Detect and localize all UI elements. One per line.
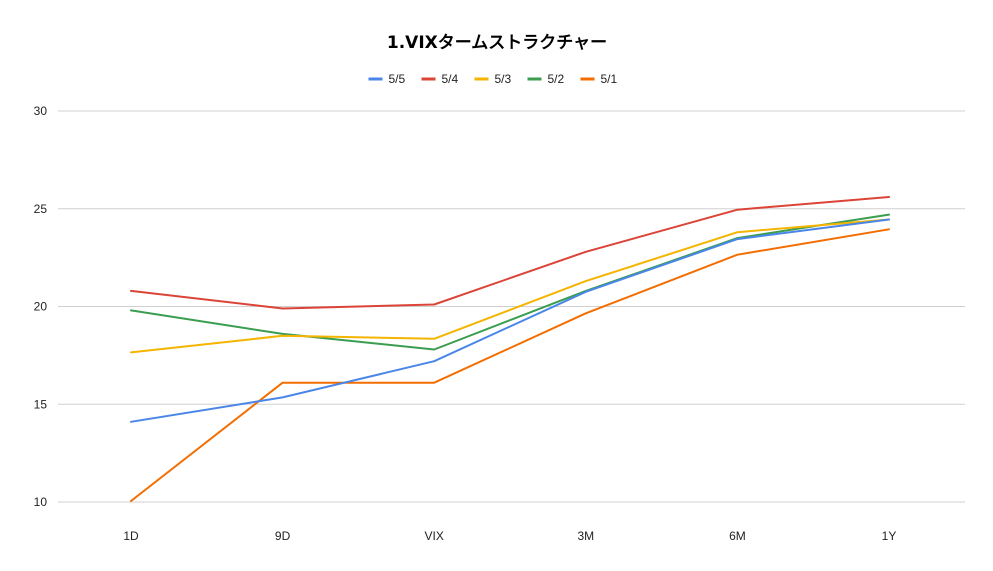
- series-line-5-5: [130, 218, 890, 423]
- y-tick-label: 15: [34, 397, 48, 411]
- legend-label: 5/1: [601, 72, 618, 86]
- y-axis-ticks: 10 15 20 25 30: [34, 104, 48, 509]
- gridlines: [58, 110, 965, 503]
- series-line-5-1: [130, 228, 890, 502]
- y-tick-label: 25: [34, 202, 48, 216]
- x-tick-label: VIX: [425, 529, 444, 543]
- series-lines: [130, 196, 890, 502]
- y-tick-label: 10: [34, 495, 48, 509]
- x-tick-label: 6M: [729, 529, 746, 543]
- y-tick-label: 30: [34, 104, 48, 118]
- y-tick-label: 20: [34, 300, 48, 314]
- x-tick-label: 1Y: [882, 529, 897, 543]
- series-line-5-3: [130, 218, 890, 354]
- legend-label: 5/5: [389, 72, 406, 86]
- legend: 5/5 5/4 5/3 5/2 5/1: [368, 72, 618, 86]
- legend-label: 5/4: [442, 72, 459, 86]
- series-line-5-2: [130, 213, 890, 351]
- chart-title: 1.VIXタームストラクチャー: [387, 33, 607, 53]
- x-tick-label: 9D: [275, 529, 291, 543]
- legend-label: 5/3: [495, 72, 512, 86]
- series-line-5-4: [130, 196, 890, 310]
- x-axis-ticks: 1D 9D VIX 3M 6M 1Y: [123, 529, 896, 543]
- x-tick-label: 3M: [577, 529, 594, 543]
- legend-label: 5/2: [548, 72, 565, 86]
- x-tick-label: 1D: [123, 529, 139, 543]
